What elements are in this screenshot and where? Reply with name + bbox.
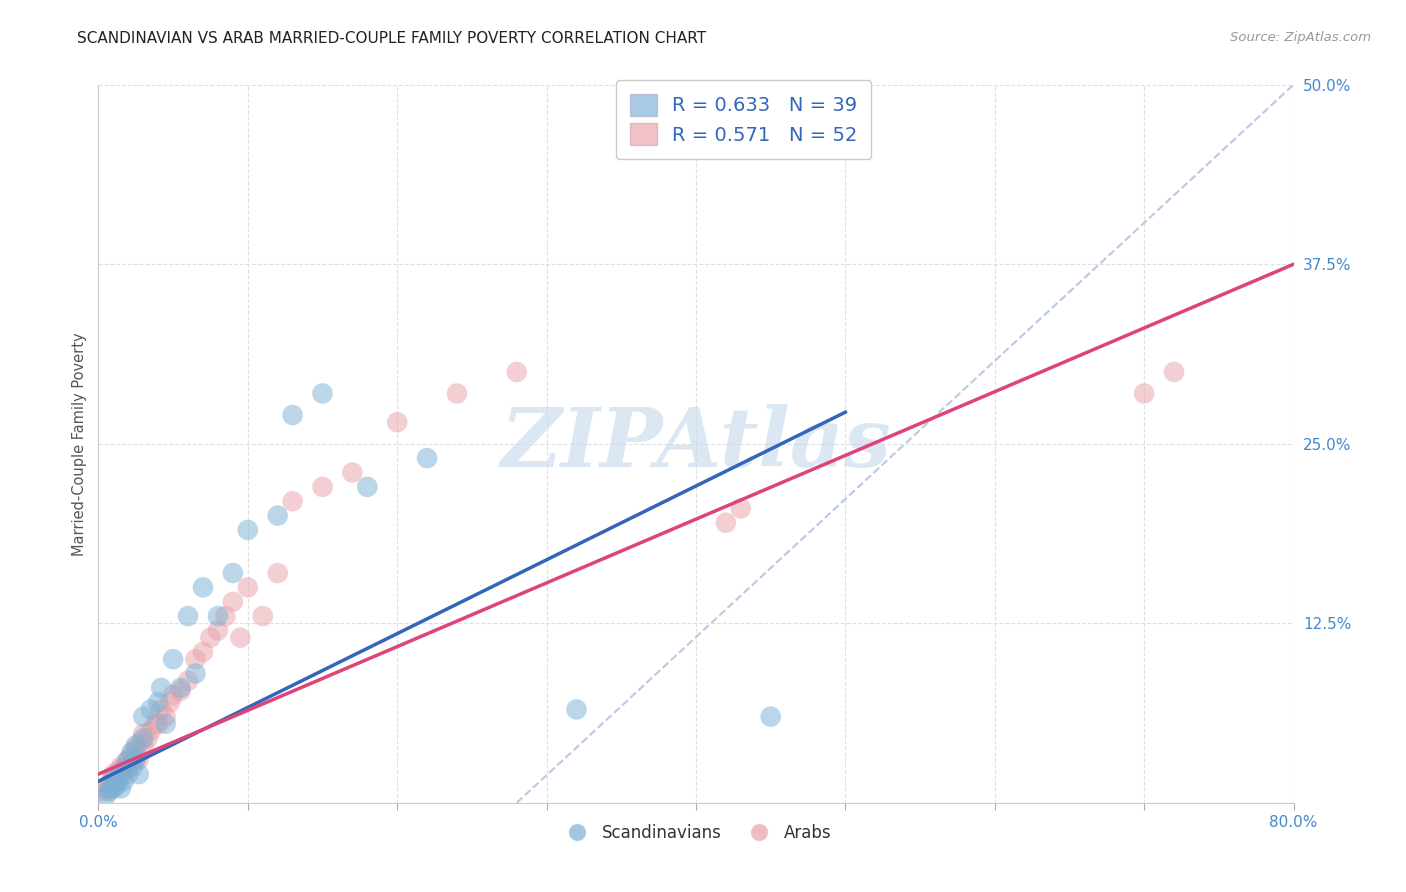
Point [103,770,125,784]
Point [356,480,378,494]
Point [162,652,184,666]
Point [184,666,207,681]
Point [132,731,155,746]
Point [311,386,333,401]
Point [267,566,290,580]
Point [103,781,125,796]
Point [162,688,184,702]
Point [98,774,122,789]
Point [110,760,132,774]
Point [91,784,114,798]
Text: SCANDINAVIAN VS ARAB MARRIED-COUPLE FAMILY POVERTY CORRELATION CHART: SCANDINAVIAN VS ARAB MARRIED-COUPLE FAMI… [77,31,706,46]
Point [139,702,162,716]
Point [120,746,142,760]
Point [730,501,752,516]
Point [191,645,214,659]
Point [200,631,222,645]
Point [105,770,128,784]
Point [125,741,148,756]
Point [110,781,132,796]
Point [129,735,152,749]
Point [105,779,128,793]
Point [103,774,125,789]
Point [385,415,409,429]
Point [155,709,177,723]
Point [128,767,150,781]
Point [565,702,588,716]
Point [222,566,245,580]
Point [132,739,155,753]
Point [148,716,170,731]
Point [112,774,135,789]
Point [506,365,529,379]
Text: Source: ZipAtlas.com: Source: ZipAtlas.com [1230,31,1371,45]
Point [759,709,782,723]
Point [207,624,229,638]
Point [125,749,148,764]
Point [236,581,259,595]
Point [132,709,155,723]
Point [136,731,159,746]
Point [117,753,139,767]
Text: ZIPAtlas: ZIPAtlas [501,404,891,483]
Point [207,609,229,624]
Point [446,386,468,401]
Point [169,681,191,695]
Point [117,753,139,767]
Point [281,408,304,422]
Point [184,652,207,666]
Point [236,523,259,537]
Point [267,508,290,523]
Point [121,760,143,774]
Point [114,756,136,770]
Point [125,753,148,767]
Point [107,774,129,789]
Point [143,716,166,731]
Point [103,767,125,781]
Point [121,746,143,760]
Point [1133,386,1156,401]
Point [229,631,252,645]
Point [117,760,139,774]
Point [222,595,245,609]
Point [1163,365,1185,379]
Point [191,581,214,595]
Point [169,683,191,698]
Point [714,516,737,530]
Point [252,609,274,624]
Point [342,466,364,480]
Point [159,695,181,709]
Point [139,724,162,739]
Point [117,767,139,781]
Point [311,480,333,494]
Point [94,789,117,803]
Point [416,451,439,466]
Legend: Scandinavians, Arabs: Scandinavians, Arabs [554,817,838,848]
Point [94,781,117,796]
Point [128,753,150,767]
Point [107,764,129,779]
Point [110,767,132,781]
Y-axis label: Married-Couple Family Poverty: Married-Couple Family Poverty [72,332,87,556]
Point [150,702,173,716]
Point [148,695,170,709]
Point [125,739,148,753]
Point [132,727,155,741]
Point [98,781,122,796]
Point [214,609,236,624]
Point [97,784,120,798]
Point [97,779,120,793]
Point [150,681,173,695]
Point [112,764,135,779]
Point [177,609,200,624]
Point [281,494,304,508]
Point [110,767,132,781]
Point [155,716,177,731]
Point [120,756,142,770]
Point [177,673,200,688]
Point [114,760,136,774]
